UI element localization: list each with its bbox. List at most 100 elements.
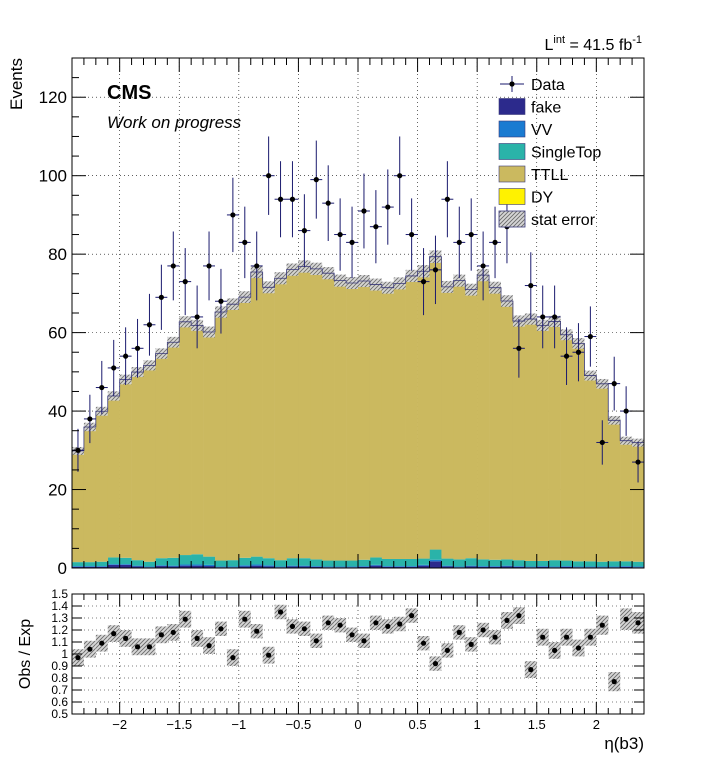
bar-ttll xyxy=(536,324,549,561)
bar-singletop xyxy=(584,561,597,567)
data-marker xyxy=(349,239,355,245)
bar-ttll xyxy=(501,301,514,560)
bar-vv xyxy=(131,565,144,567)
ratio-marker xyxy=(635,620,641,626)
data-point xyxy=(298,194,311,267)
ratio-marker xyxy=(409,613,415,619)
data-marker xyxy=(194,314,200,320)
data-marker xyxy=(575,349,582,355)
bar-fake xyxy=(95,566,109,568)
legend-entry-data: Data xyxy=(500,76,565,94)
bar-fake xyxy=(536,566,549,568)
data-points xyxy=(72,136,644,483)
ratio-marker xyxy=(563,634,570,640)
bar-fake xyxy=(179,565,192,568)
bar-ttll xyxy=(512,321,526,561)
data-marker xyxy=(528,282,534,289)
bar-ttll xyxy=(489,287,502,560)
data-point xyxy=(226,177,239,253)
y-tick-label-main: 0 xyxy=(58,559,67,578)
data-marker xyxy=(587,333,593,340)
bar-ttll xyxy=(477,275,490,560)
bar-singletop xyxy=(155,558,168,566)
data-point xyxy=(369,190,382,264)
ratio-panel: 0.50.60.70.80.911.11.21.31.41.5−2 −1.5 −1−… xyxy=(17,587,645,753)
data-point xyxy=(536,285,549,349)
bar-ttll xyxy=(250,272,263,557)
data-point xyxy=(179,248,192,316)
ratio-marker xyxy=(480,627,486,633)
bar-vv xyxy=(155,565,168,567)
data-marker xyxy=(230,212,236,218)
data-point xyxy=(250,231,263,301)
data-marker xyxy=(420,279,427,285)
bar-singletop xyxy=(441,558,454,566)
y-tick-label-ratio: 0.6 xyxy=(51,695,68,709)
bar-vv xyxy=(536,566,549,567)
data-marker xyxy=(444,196,450,202)
bar-ttll xyxy=(524,319,538,561)
bar-vv xyxy=(501,565,514,567)
ratio-marker xyxy=(325,620,331,626)
bar-vv xyxy=(322,566,335,568)
bar-vv xyxy=(620,566,633,567)
data-marker xyxy=(99,384,105,391)
x-tick-label: 0.5 xyxy=(409,717,427,732)
bar-ttll xyxy=(632,442,644,562)
x-tick-label: −1 xyxy=(231,717,246,732)
ratio-marker xyxy=(575,645,582,651)
ratio-marker xyxy=(289,623,296,630)
bar-vv xyxy=(596,566,609,568)
ratio-axes: 0.50.60.70.80.911.11.21.31.41.5−2 −1.5 −1−… xyxy=(51,587,644,732)
data-point xyxy=(310,140,323,219)
data-marker xyxy=(409,231,415,238)
ratio-marker xyxy=(373,620,379,626)
legend-entry-vv: VV xyxy=(498,120,553,139)
data-point xyxy=(167,231,180,301)
y-tick-label-ratio: 0.7 xyxy=(51,683,68,697)
ratio-marker xyxy=(123,635,129,642)
bar-vv xyxy=(95,566,109,567)
bar-vv xyxy=(381,566,395,567)
data-marker xyxy=(254,263,260,269)
bar-vv xyxy=(548,566,561,568)
y-tick-label-ratio: 1 xyxy=(61,647,68,661)
ratio-marker xyxy=(611,679,617,685)
bar-singletop xyxy=(429,549,442,560)
y-axis-title-ratio: Obs / Exp xyxy=(17,619,34,689)
y-axis-title-main: Events xyxy=(7,58,26,110)
ratio-marker xyxy=(528,667,534,673)
data-point xyxy=(381,169,394,245)
bar-singletop xyxy=(286,558,299,566)
bar-ttll xyxy=(548,321,561,561)
bar-singletop xyxy=(203,556,216,565)
bar-singletop xyxy=(274,560,287,567)
data-point xyxy=(417,248,430,316)
bar-vv xyxy=(310,566,323,567)
stacked-histograms xyxy=(72,256,644,568)
y-tick-label-ratio: 1.1 xyxy=(51,635,68,649)
data-point xyxy=(405,198,418,271)
bar-ttll xyxy=(167,342,180,558)
ratio-marker xyxy=(468,641,474,648)
data-point xyxy=(346,206,358,279)
y-tick-label-ratio: 0.9 xyxy=(51,659,68,673)
ratio-marker xyxy=(301,626,307,632)
ratio-marker xyxy=(504,617,510,624)
data-marker xyxy=(289,196,296,202)
data-point xyxy=(393,136,406,215)
series-ttll xyxy=(72,256,644,563)
data-marker xyxy=(301,228,307,234)
bar-fake xyxy=(393,566,406,568)
data-point xyxy=(107,339,120,396)
bar-ttll xyxy=(358,281,371,560)
bar-singletop xyxy=(512,560,526,567)
bar-singletop xyxy=(72,562,85,567)
bar-fake xyxy=(512,566,526,568)
bar-singletop xyxy=(334,560,347,567)
data-marker xyxy=(206,263,212,269)
bar-vv xyxy=(608,566,621,568)
bar-singletop xyxy=(346,560,359,567)
data-marker xyxy=(337,231,343,238)
bar-ttll xyxy=(429,256,442,550)
